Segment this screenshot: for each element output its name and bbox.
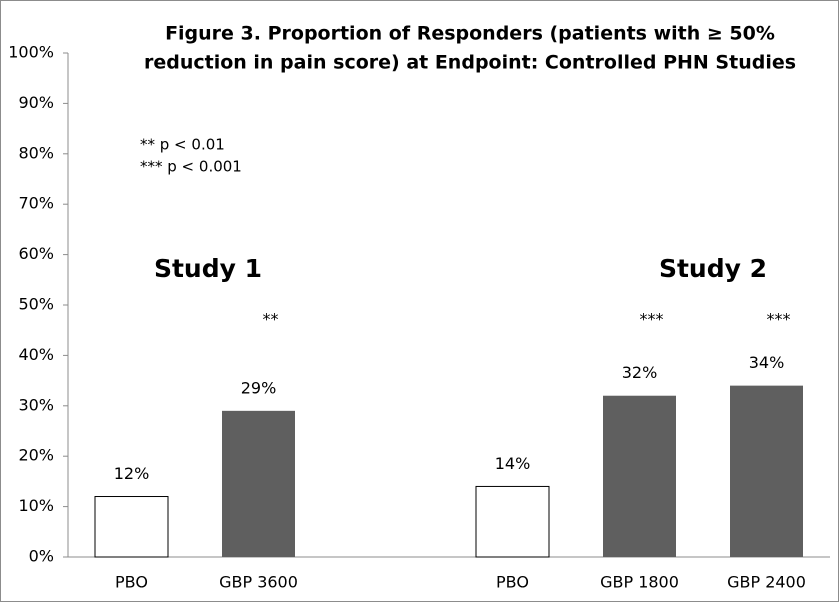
bar (730, 385, 803, 557)
x-tick-label: PBO (115, 573, 148, 592)
x-tick-label: GBP 2400 (727, 573, 806, 592)
value-label: 29% (241, 378, 277, 397)
x-tick-label: GBP 1800 (600, 573, 679, 592)
y-tick-label: 50% (18, 295, 54, 314)
y-tick-label: 90% (18, 93, 54, 112)
chart-title: Figure 3. Proportion of Responders (pati… (165, 23, 775, 45)
y-tick-label: 60% (18, 244, 54, 263)
y-tick-label: 80% (18, 143, 54, 162)
bar (475, 485, 550, 558)
value-label: 32% (622, 363, 658, 382)
group-label: Study 2 (659, 254, 767, 283)
y-tick-label: 40% (18, 345, 54, 364)
x-tick-label: GBP 3600 (219, 573, 298, 592)
bar (222, 410, 295, 557)
group-label: Study 1 (154, 254, 262, 283)
y-tick-label: 70% (18, 194, 54, 213)
bar (94, 496, 169, 558)
y-tick-label: 20% (18, 446, 54, 465)
value-label: 12% (114, 464, 150, 483)
note: ** p < 0.01 (140, 136, 225, 154)
significance: ** (263, 310, 279, 329)
significance: *** (767, 310, 791, 329)
y-tick-label: 10% (18, 496, 54, 515)
bar (603, 395, 676, 557)
chart-title: reduction in pain score) at Endpoint: Co… (144, 52, 796, 74)
value-label: 34% (749, 353, 785, 372)
note: *** p < 0.001 (140, 158, 242, 176)
significance: *** (640, 310, 664, 329)
x-tick-label: PBO (496, 573, 529, 592)
y-tick-label: 0% (29, 547, 54, 566)
y-tick-label: 100% (8, 43, 54, 62)
y-tick-label: 30% (18, 395, 54, 414)
value-label: 14% (495, 454, 531, 473)
